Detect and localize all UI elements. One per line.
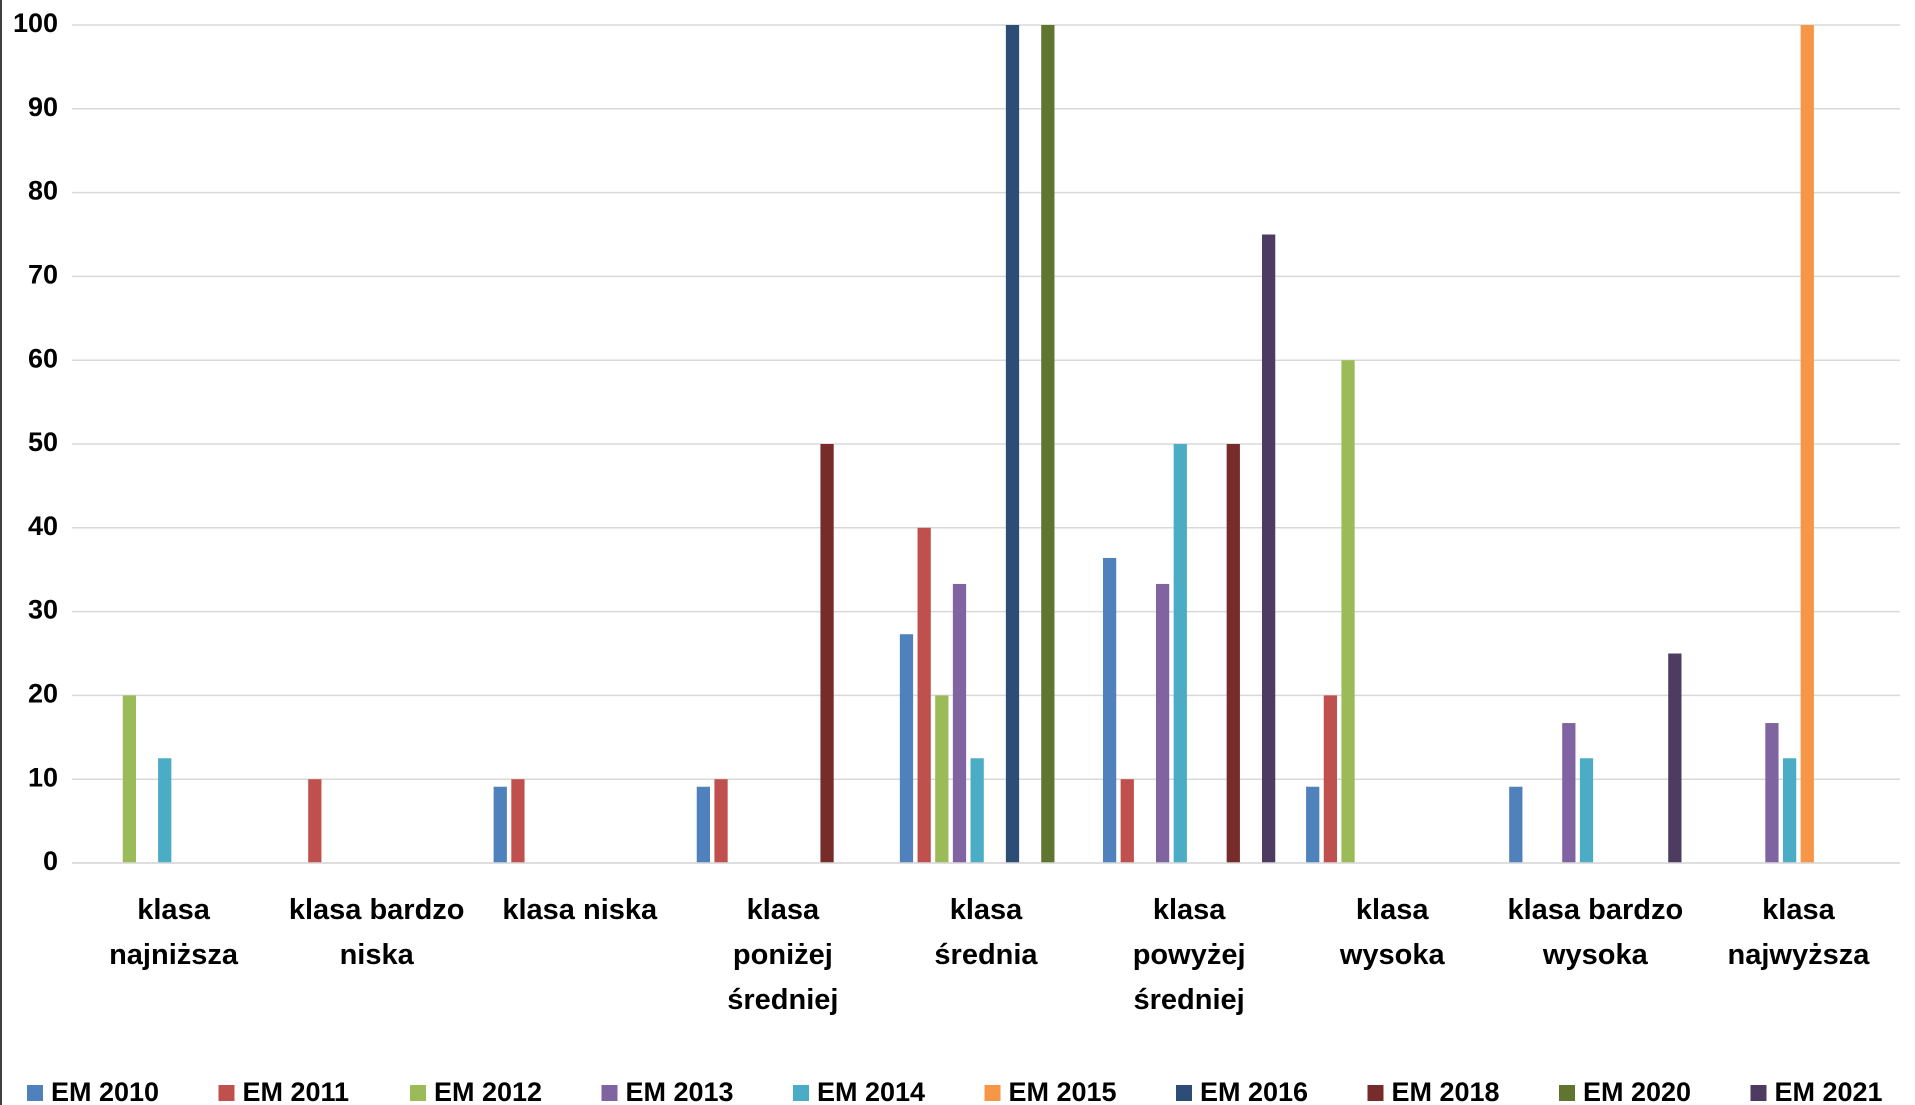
bar xyxy=(1306,787,1319,863)
bar xyxy=(1509,787,1522,863)
y-tick-label: 20 xyxy=(28,679,58,709)
legend-swatch xyxy=(793,1085,809,1101)
bar xyxy=(1668,654,1681,864)
bar xyxy=(1324,695,1337,863)
legend-swatch xyxy=(1751,1085,1767,1101)
bar xyxy=(1580,758,1593,863)
bar xyxy=(494,787,507,863)
y-tick-label: 30 xyxy=(28,595,58,625)
bar xyxy=(714,779,727,863)
legend-swatch xyxy=(1368,1085,1384,1101)
bar xyxy=(971,758,984,863)
legend-label: EM 2020 xyxy=(1583,1077,1691,1105)
x-tick-label: klasa średnia xyxy=(896,888,1076,978)
bar xyxy=(1041,25,1054,863)
bar xyxy=(511,779,524,863)
bar xyxy=(1121,779,1134,863)
legend-label: EM 2015 xyxy=(1009,1077,1117,1105)
bar xyxy=(1562,723,1575,863)
legend-label: EM 2013 xyxy=(626,1077,734,1105)
legend-swatch xyxy=(410,1085,426,1101)
bar xyxy=(1156,584,1169,863)
x-tick-label: klasa bardzo niska xyxy=(287,888,467,978)
legend-label: EM 2016 xyxy=(1200,1077,1308,1105)
y-tick-label: 90 xyxy=(28,92,58,122)
page: 0 10 20 30 40 50 60 70 80 90 100 EM 2010 EM 2011 EM 2… xyxy=(0,0,1915,1105)
legend-swatch xyxy=(602,1085,618,1101)
bar xyxy=(1262,235,1275,864)
bar xyxy=(123,695,136,863)
bar xyxy=(1006,25,1019,863)
x-tick-label: klasa bardzo wysoka xyxy=(1505,888,1685,978)
bar xyxy=(308,779,321,863)
bar xyxy=(1783,758,1796,863)
y-tick-label: 100 xyxy=(13,8,58,38)
bar xyxy=(935,695,948,863)
bar xyxy=(1801,25,1814,863)
legend-label: EM 2014 xyxy=(817,1077,925,1105)
legend-swatch xyxy=(1176,1085,1192,1101)
legend-swatch xyxy=(1559,1085,1575,1101)
legend-label: EM 2018 xyxy=(1392,1077,1500,1105)
y-tick-label: 10 xyxy=(28,762,58,792)
y-tick-label: 50 xyxy=(28,427,58,457)
y-tick-label: 0 xyxy=(43,846,58,876)
bar xyxy=(1174,444,1187,863)
x-tick-label: klasa poniżej średniej xyxy=(693,888,873,1023)
bar xyxy=(1103,558,1116,863)
legend-swatch xyxy=(27,1085,43,1101)
bar xyxy=(918,528,931,863)
legend-label: EM 2011 xyxy=(243,1077,350,1105)
x-tick-label: klasa najwyższa xyxy=(1708,888,1888,978)
x-tick-label: klasa niska xyxy=(490,888,670,933)
bar xyxy=(697,787,710,863)
x-tick-label: klasa wysoka xyxy=(1302,888,1482,978)
legend-swatch xyxy=(985,1085,1001,1101)
bar xyxy=(1227,444,1240,863)
legend-label: EM 2021 xyxy=(1775,1077,1883,1105)
legend-swatch xyxy=(219,1085,235,1101)
bar xyxy=(158,758,171,863)
bar xyxy=(1765,723,1778,863)
x-tick-label: klasa najniższa xyxy=(84,888,264,978)
legend-label: EM 2012 xyxy=(434,1077,542,1105)
bar xyxy=(1341,360,1354,863)
x-tick-label: klasa powyżej średniej xyxy=(1099,888,1279,1023)
y-tick-label: 80 xyxy=(28,176,58,206)
y-tick-label: 70 xyxy=(28,260,58,290)
legend-label: EM 2010 xyxy=(51,1077,159,1105)
y-tick-label: 40 xyxy=(28,511,58,541)
y-tick-label: 60 xyxy=(28,343,58,373)
bar xyxy=(900,634,913,863)
bar xyxy=(820,444,833,863)
bar xyxy=(953,584,966,863)
